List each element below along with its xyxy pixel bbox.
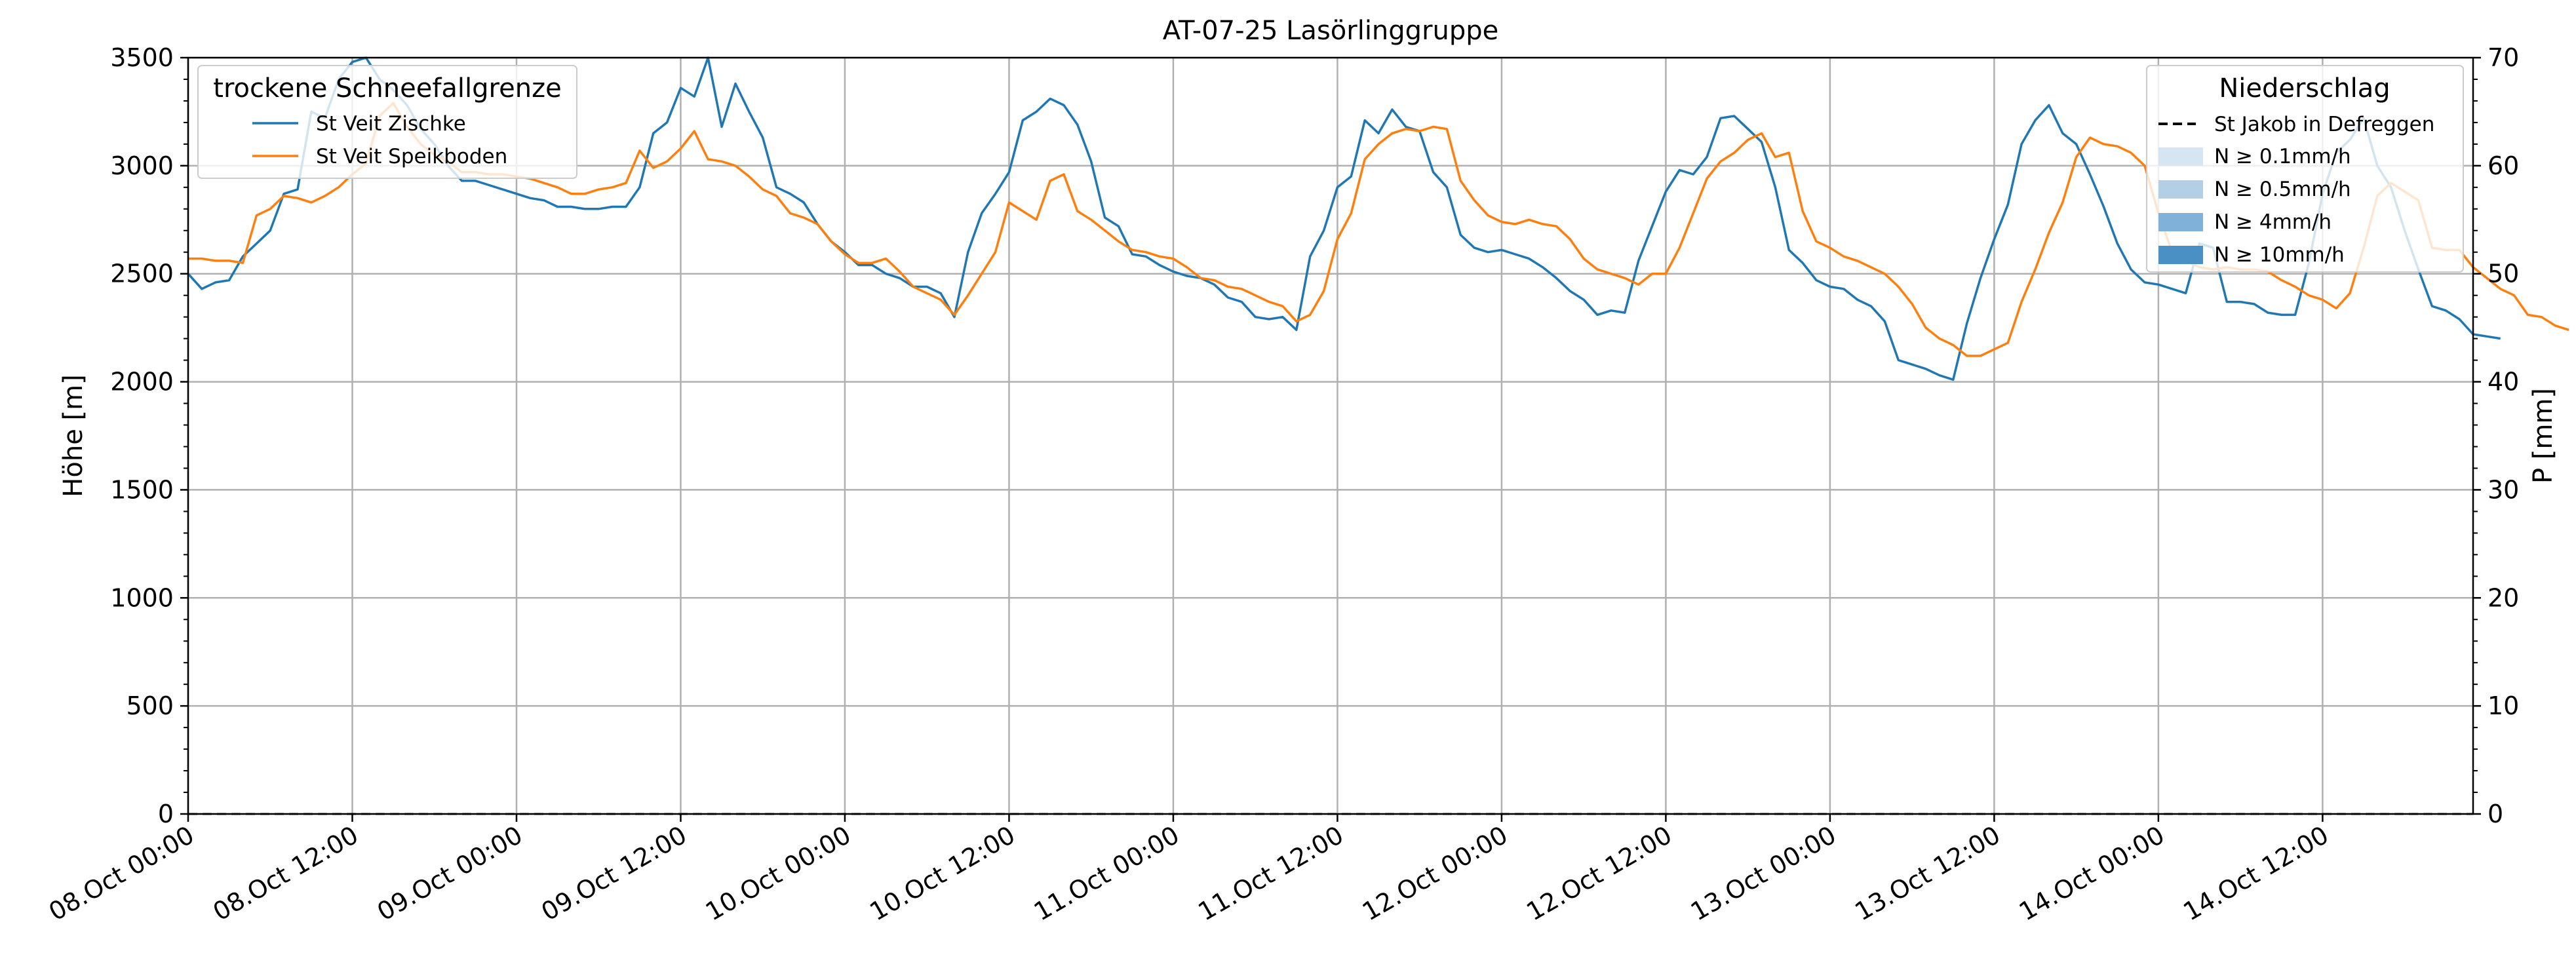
legend-entry-st-jakob: St Jakob in Defreggen — [2214, 113, 2434, 136]
legend-entry-speikboden: St Veit Speikboden — [316, 145, 507, 168]
y-tick-label: 1500 — [110, 475, 174, 504]
y2-tick-label: 10 — [2488, 691, 2519, 720]
legend-entry-zischke: St Veit Zischke — [316, 112, 466, 136]
legend-right-title: Niederschlag — [2219, 73, 2390, 104]
plot-frame — [187, 56, 2474, 815]
y2-tick-label: 60 — [2488, 151, 2519, 180]
legend-entry-precip-10: N ≥ 10mm/h — [2214, 243, 2345, 267]
y-tick-label: 500 — [126, 691, 174, 720]
y2-tick-label: 70 — [2488, 43, 2519, 72]
y2-tick-label: 40 — [2488, 368, 2519, 396]
y-tick-label: 1000 — [110, 583, 174, 612]
y2-tick-label: 0 — [2488, 800, 2503, 828]
legend-swatch-precip-10 — [2158, 246, 2203, 264]
legend-entry-precip-0-1: N ≥ 0.1mm/h — [2214, 145, 2351, 168]
y-tick-label: 3000 — [110, 151, 174, 180]
legend-right: Niederschlag St Jakob in Defreggen N ≥ 0… — [2146, 65, 2464, 273]
chart-title: AT-07-25 Lasörlinggruppe — [1163, 16, 1499, 46]
legend-swatch-precip-0-5 — [2158, 180, 2203, 199]
legend-right-frame — [2146, 65, 2464, 273]
y-tick-label: 3500 — [110, 43, 174, 72]
legend-left-frame — [197, 65, 577, 179]
y2-tick-label: 20 — [2488, 583, 2519, 612]
y-tick-label: 2000 — [110, 368, 174, 396]
y-axis-label: Höhe [m] — [58, 374, 88, 497]
legend-swatch-precip-0-1 — [2158, 147, 2203, 166]
y-tick-label: 0 — [158, 800, 174, 828]
legend-left: trockene Schneefallgrenze St Veit Zischk… — [197, 65, 577, 179]
y2-tick-label: 30 — [2488, 475, 2519, 504]
series-line-zischke — [187, 56, 2501, 381]
y2-axis-label: P [mm] — [2528, 388, 2558, 484]
legend-entry-precip-0-5: N ≥ 0.5mm/h — [2214, 178, 2351, 201]
legend-entry-precip-4: N ≥ 4mm/h — [2214, 210, 2332, 234]
legend-left-title: trockene Schneefallgrenze — [213, 73, 561, 104]
legend-swatch-precip-4 — [2158, 213, 2203, 231]
y-tick-label: 2500 — [110, 260, 174, 288]
y2-tick-label: 50 — [2488, 260, 2519, 288]
